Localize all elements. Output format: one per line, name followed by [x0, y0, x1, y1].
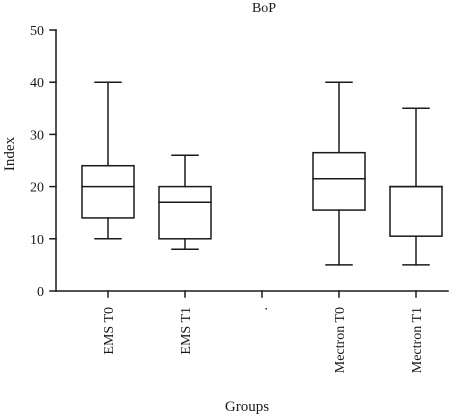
y-tick-label: 40	[30, 76, 44, 91]
y-tick-label: 30	[30, 128, 44, 143]
y-tick-label: 20	[30, 181, 44, 196]
iqr-box	[81, 164, 135, 219]
plot-area: 0 10 20 30 40 50 EMS T0 EMS T1. Mectron T0 Mectro…	[30, 24, 449, 373]
y-axis-label: Index	[2, 136, 18, 171]
iqr-box	[389, 185, 443, 237]
x-tick-label: .	[256, 307, 271, 311]
x-axis-label: Groups	[225, 399, 269, 415]
chart-title: BoP	[252, 1, 276, 16]
x-tick-label: EMS T1	[179, 307, 194, 355]
x-tick-label: Mectron T1	[410, 307, 425, 373]
y-tick-label: 0	[37, 285, 44, 300]
iqr-box	[312, 151, 366, 211]
x-tick-label: Mectron T0	[333, 307, 348, 373]
iqr-box	[158, 185, 212, 240]
y-tick-label: 10	[30, 233, 44, 248]
x-tick-label: EMS T0	[102, 307, 117, 355]
y-tick-label: 50	[30, 24, 44, 39]
